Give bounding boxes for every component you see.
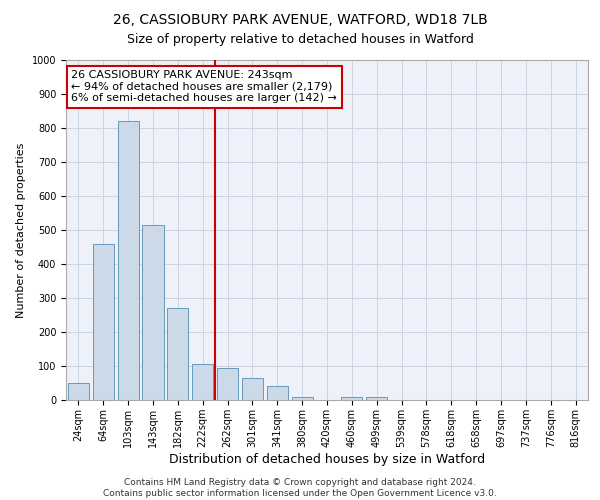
Bar	[341, 396, 362, 400]
Text: Size of property relative to detached houses in Watford: Size of property relative to detached ho…	[127, 32, 473, 46]
Y-axis label: Number of detached properties: Number of detached properties	[16, 142, 26, 318]
Text: 26, CASSIOBURY PARK AVENUE, WATFORD, WD18 7LB: 26, CASSIOBURY PARK AVENUE, WATFORD, WD1…	[113, 12, 487, 26]
X-axis label: Distribution of detached houses by size in Watford: Distribution of detached houses by size …	[169, 452, 485, 466]
Bar	[142, 225, 164, 400]
Text: 26 CASSIOBURY PARK AVENUE: 243sqm
← 94% of detached houses are smaller (2,179)
6: 26 CASSIOBURY PARK AVENUE: 243sqm ← 94% …	[71, 70, 337, 103]
Text: Contains HM Land Registry data © Crown copyright and database right 2024.
Contai: Contains HM Land Registry data © Crown c…	[103, 478, 497, 498]
Bar	[118, 121, 139, 400]
Bar	[217, 368, 238, 400]
Bar	[242, 378, 263, 400]
Bar	[167, 308, 188, 400]
Bar	[366, 396, 387, 400]
Bar	[292, 396, 313, 400]
Bar	[68, 383, 89, 400]
Bar	[93, 244, 114, 400]
Bar	[267, 386, 288, 400]
Bar	[192, 364, 213, 400]
